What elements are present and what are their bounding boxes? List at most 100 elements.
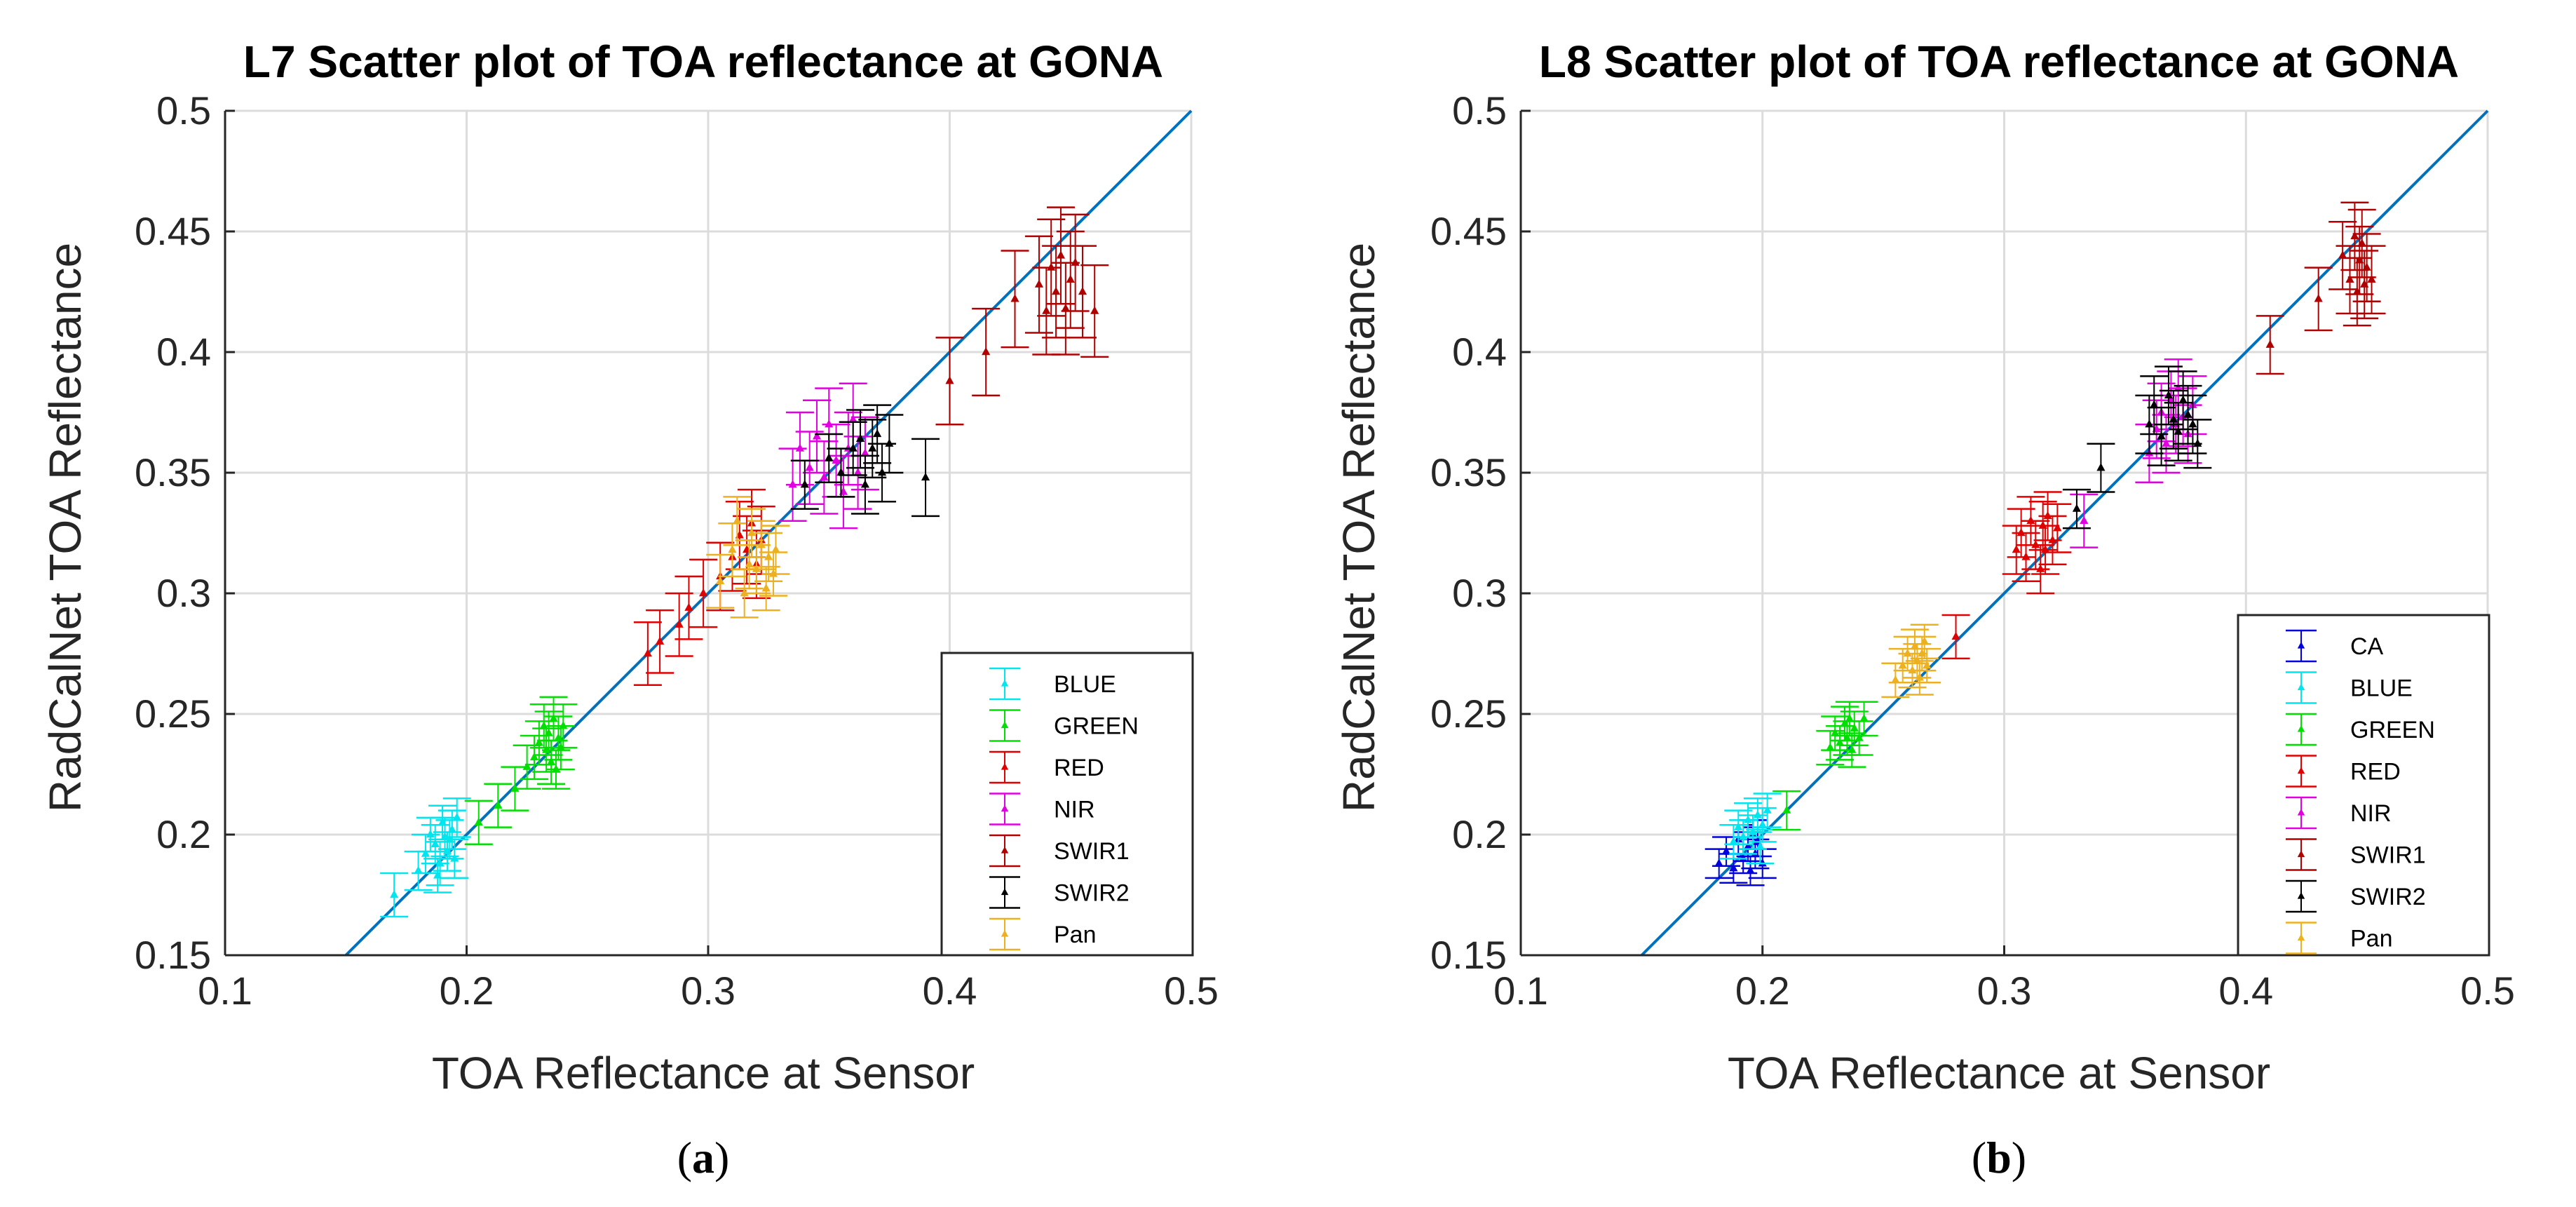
series-swir2 — [790, 404, 940, 518]
x-tick-label: 0.5 — [1164, 969, 1219, 1013]
data-point — [522, 762, 531, 770]
chart-panel-a: L7 Scatter plot of TOA reflectance at GO… — [40, 36, 1219, 1182]
legend-marker-point — [1001, 680, 1009, 687]
data-point — [1908, 666, 1917, 674]
legend-item-pan[interactable]: Pan — [2286, 922, 2393, 955]
tick-labels: 0.1 0.2 0.3 0.4 0.5 0.15 0.2 0.25 0.3 0.35 0.4 0.45… — [1430, 88, 2515, 1013]
caption-letter: a — [692, 1133, 714, 1182]
data-point — [431, 839, 440, 847]
x-axis-label: TOA Reflectance at Sensor — [1728, 1048, 2270, 1098]
y-tick-label: 0.5 — [1452, 88, 1507, 133]
y-tick-label: 0.35 — [135, 450, 211, 494]
legend-marker-point — [2297, 933, 2305, 941]
data-point — [877, 468, 887, 476]
legend-box[interactable] — [2237, 614, 2490, 957]
legend-label: NIR — [1054, 797, 1095, 823]
data-point — [2169, 414, 2178, 423]
data-point — [494, 800, 503, 809]
data-point — [684, 602, 693, 611]
data-point — [853, 468, 862, 476]
data-point — [546, 757, 556, 765]
legend-label: Pan — [2350, 926, 2393, 952]
legend-item-swir2[interactable]: SWIR2 — [989, 876, 1130, 909]
data-point — [2314, 294, 2323, 302]
data-point — [848, 414, 857, 423]
legend-label: RED — [2350, 759, 2401, 785]
data-point — [529, 752, 539, 761]
legend-item-red[interactable]: RED — [2286, 755, 2401, 788]
y-tick-label: 0.35 — [1430, 450, 1507, 494]
caption-a: (a) — [677, 1133, 730, 1182]
data-point — [549, 713, 558, 722]
data-point — [656, 636, 665, 645]
legend-marker-point — [2297, 725, 2305, 732]
data-point — [2162, 438, 2171, 447]
chart-title: L7 Scatter plot of TOA reflectance at GO… — [243, 36, 1163, 87]
data-point — [1915, 673, 1924, 681]
data-point — [450, 854, 459, 862]
grid — [224, 109, 1193, 957]
data-point — [1756, 842, 1765, 850]
data-point — [1845, 713, 1854, 722]
legend-item-ca[interactable]: CA — [2286, 629, 2384, 663]
legend-item-blue[interactable]: BLUE — [2286, 671, 2413, 704]
data-point — [2174, 426, 2183, 435]
data-point — [1758, 858, 1767, 867]
data-point — [1729, 837, 1738, 845]
data-point — [2345, 274, 2354, 283]
legend-item-red[interactable]: RED — [989, 750, 1104, 784]
data-point — [860, 480, 870, 488]
data-point — [1061, 304, 1070, 312]
legend-box[interactable] — [940, 652, 1194, 957]
y-axis-label: RadCalNet TOA Reflectance — [40, 243, 90, 812]
legend-item-swir1[interactable]: SWIR1 — [2286, 838, 2426, 871]
data-point — [1714, 858, 1723, 867]
data-point — [1042, 306, 1051, 314]
data-point — [825, 453, 834, 461]
legend-label: RED — [1054, 755, 1104, 781]
data-point — [1920, 636, 1929, 645]
data-point — [1078, 287, 1087, 295]
caption-letter: b — [1986, 1133, 2012, 1182]
y-tick-label: 0.15 — [1430, 933, 1507, 977]
data-point — [2145, 419, 2154, 428]
data-point — [1066, 274, 1075, 283]
data-point — [800, 480, 809, 488]
series-swir2 — [2062, 365, 2212, 530]
data-point — [795, 443, 804, 452]
data-point — [1748, 827, 1758, 835]
data-point — [510, 783, 520, 792]
data-point — [556, 743, 565, 751]
data-point — [1850, 723, 1859, 731]
legend-item-green[interactable]: GREEN — [989, 709, 1139, 742]
legend-item-nir[interactable]: NIR — [989, 793, 1095, 825]
data-point — [1729, 863, 1738, 872]
data-point — [752, 564, 761, 572]
data-point — [982, 347, 991, 356]
legend-item-swir2[interactable]: SWIR2 — [2286, 879, 2426, 913]
series-blue — [380, 797, 471, 918]
reference-line-layer — [1640, 109, 2489, 957]
data-point — [2188, 419, 2197, 428]
data-point — [534, 738, 543, 746]
legend-item-blue[interactable]: BLUE — [989, 667, 1116, 701]
legend-item-green[interactable]: GREEN — [2286, 713, 2435, 746]
data-point — [2265, 339, 2275, 348]
data-point — [848, 443, 857, 452]
legend-marker-point — [2297, 809, 2305, 816]
data-point — [544, 728, 553, 736]
data-point — [1843, 733, 1852, 741]
legend-label: BLUE — [1054, 671, 1116, 698]
caption-b: (b) — [1972, 1133, 2026, 1182]
data-point — [2183, 410, 2192, 418]
data-point — [1743, 842, 1753, 850]
data-point — [2357, 238, 2366, 247]
legend-item-pan[interactable]: Pan — [989, 917, 1097, 951]
y-tick-label: 0.25 — [1430, 692, 1507, 736]
legend-item-swir1[interactable]: SWIR1 — [989, 834, 1130, 868]
data-point — [805, 463, 814, 471]
data-point — [2096, 463, 2106, 471]
legend-marker-point — [2297, 850, 2305, 858]
legend-item-nir[interactable]: NIR — [2286, 796, 2392, 830]
legend-marker-point — [2297, 892, 2305, 899]
